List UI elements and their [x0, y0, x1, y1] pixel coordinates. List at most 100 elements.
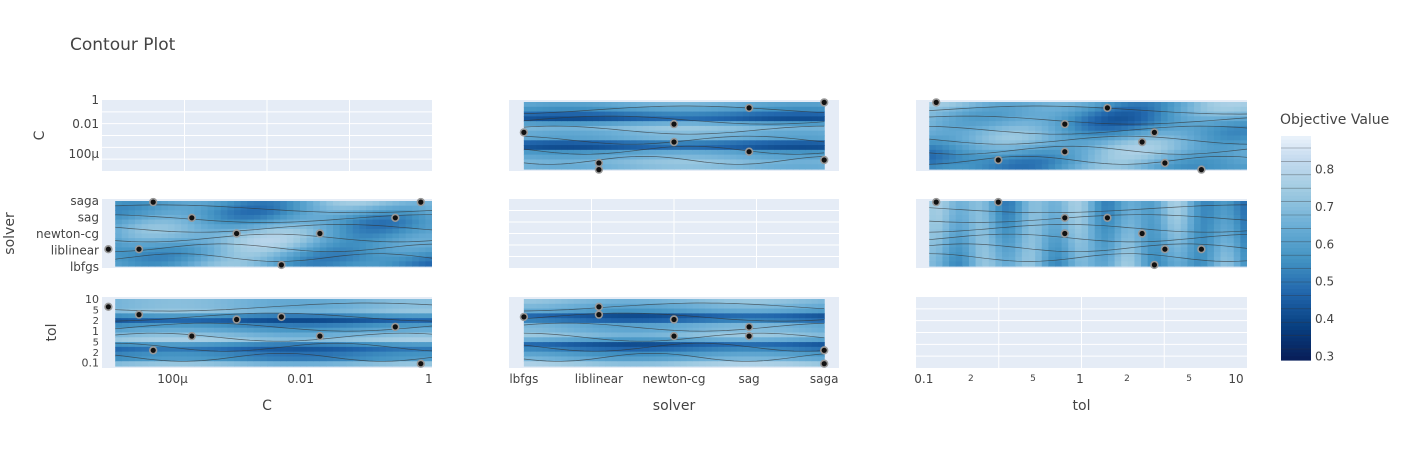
contour-cell [724, 337, 731, 343]
contour-cell [674, 337, 681, 343]
contour-cell [749, 116, 756, 122]
contour-cell [227, 346, 235, 353]
contour-cell [523, 299, 531, 305]
contour-cell [1002, 242, 1010, 249]
colorbar-segment [1281, 229, 1311, 234]
contour-cell [1021, 252, 1030, 258]
contour-cell [1180, 224, 1189, 230]
contour-cell [982, 106, 990, 113]
trial-point [187, 213, 197, 223]
contour-cell [148, 299, 156, 305]
contour-cell [141, 327, 149, 334]
contour-cell [749, 361, 756, 367]
contour-cell [674, 102, 681, 108]
contour-cell [346, 303, 354, 310]
contour-cell [995, 214, 1003, 221]
contour-cell [724, 346, 731, 353]
contour-cell [561, 106, 569, 113]
y-tick-label-solver: saga [70, 194, 99, 208]
contour-cell [674, 356, 681, 362]
contour-cell [326, 242, 334, 249]
contour-cell [1107, 159, 1116, 165]
contour-cell [1220, 228, 1228, 235]
contour-cell [181, 205, 189, 211]
contour-cell [405, 346, 413, 353]
contour-cell [273, 214, 281, 221]
contour-cell [692, 356, 700, 362]
contour-cell [227, 247, 235, 253]
contour-cell [982, 116, 990, 122]
contour-cell [1055, 219, 1063, 225]
contour-cell [227, 299, 235, 305]
contour-cell [1127, 135, 1136, 141]
contour-cell [425, 252, 432, 258]
contour-cell [592, 111, 600, 117]
contour-cell [975, 130, 983, 137]
contour-cell [699, 303, 706, 310]
contour-cell [1147, 116, 1155, 122]
contour-cell [399, 337, 407, 343]
contour-cell [174, 210, 182, 216]
contour-cell [306, 233, 314, 239]
contour-cell [561, 102, 569, 108]
contour-cell [1107, 238, 1116, 244]
contour-cell [300, 332, 308, 338]
contour-cell [405, 247, 413, 253]
contour-cell [1213, 238, 1222, 244]
contour-cell [187, 233, 195, 239]
contour-cell [425, 247, 432, 253]
contour-cell [399, 233, 407, 239]
contour-cell [405, 299, 413, 305]
x-tick-label-C: 0.01 [287, 372, 314, 386]
contour-cell [929, 130, 937, 137]
contour-cell [1094, 252, 1102, 258]
contour-cell [955, 102, 963, 108]
contour-cell [1002, 145, 1010, 151]
contour-cell [1160, 154, 1169, 161]
contour-cell [780, 327, 788, 334]
contour-cell [1021, 238, 1030, 244]
contour-cell [1088, 214, 1096, 221]
contour-cell [1015, 164, 1023, 170]
contour-cell [187, 205, 195, 211]
contour-cell [379, 356, 387, 362]
contour-cell [418, 205, 426, 211]
contour-cell [1180, 154, 1189, 161]
contour-cell [1147, 106, 1155, 113]
contour-cell [724, 318, 731, 324]
contour-cell [792, 361, 800, 367]
contour-cell [692, 130, 700, 137]
contour-cell [548, 342, 556, 348]
contour-cell [555, 342, 562, 348]
contour-cell [755, 322, 763, 329]
contour-cell [379, 346, 387, 353]
contour-cell [366, 256, 374, 262]
contour-cell [412, 252, 420, 258]
contour-cell [326, 224, 334, 230]
contour-cell [1141, 130, 1149, 137]
contour-cell [799, 111, 806, 117]
contour-cell [1028, 233, 1036, 239]
contour-cell [949, 102, 957, 108]
contour-cell [1187, 125, 1195, 132]
contour-cell [385, 247, 393, 253]
contour-line [115, 253, 432, 262]
contour-cell [1048, 135, 1056, 141]
contour-cell [1081, 233, 1089, 239]
contour-cell [636, 154, 644, 161]
contour-cell [767, 116, 775, 122]
contour-cell [418, 322, 426, 329]
contour-cell [805, 145, 813, 151]
contour-cell [667, 145, 675, 151]
contour-cell [267, 342, 275, 348]
contour-cell [412, 224, 420, 230]
contour-cell [975, 201, 983, 207]
contour-cell [611, 308, 619, 314]
contour-cell [1207, 233, 1215, 239]
colorbar-tick-label: 0.5 [1315, 275, 1334, 289]
contour-cell [817, 313, 825, 319]
contour-cell [1121, 205, 1129, 211]
contour-cell [1055, 102, 1063, 108]
contour-cell [736, 102, 744, 108]
contour-cell [699, 130, 706, 137]
